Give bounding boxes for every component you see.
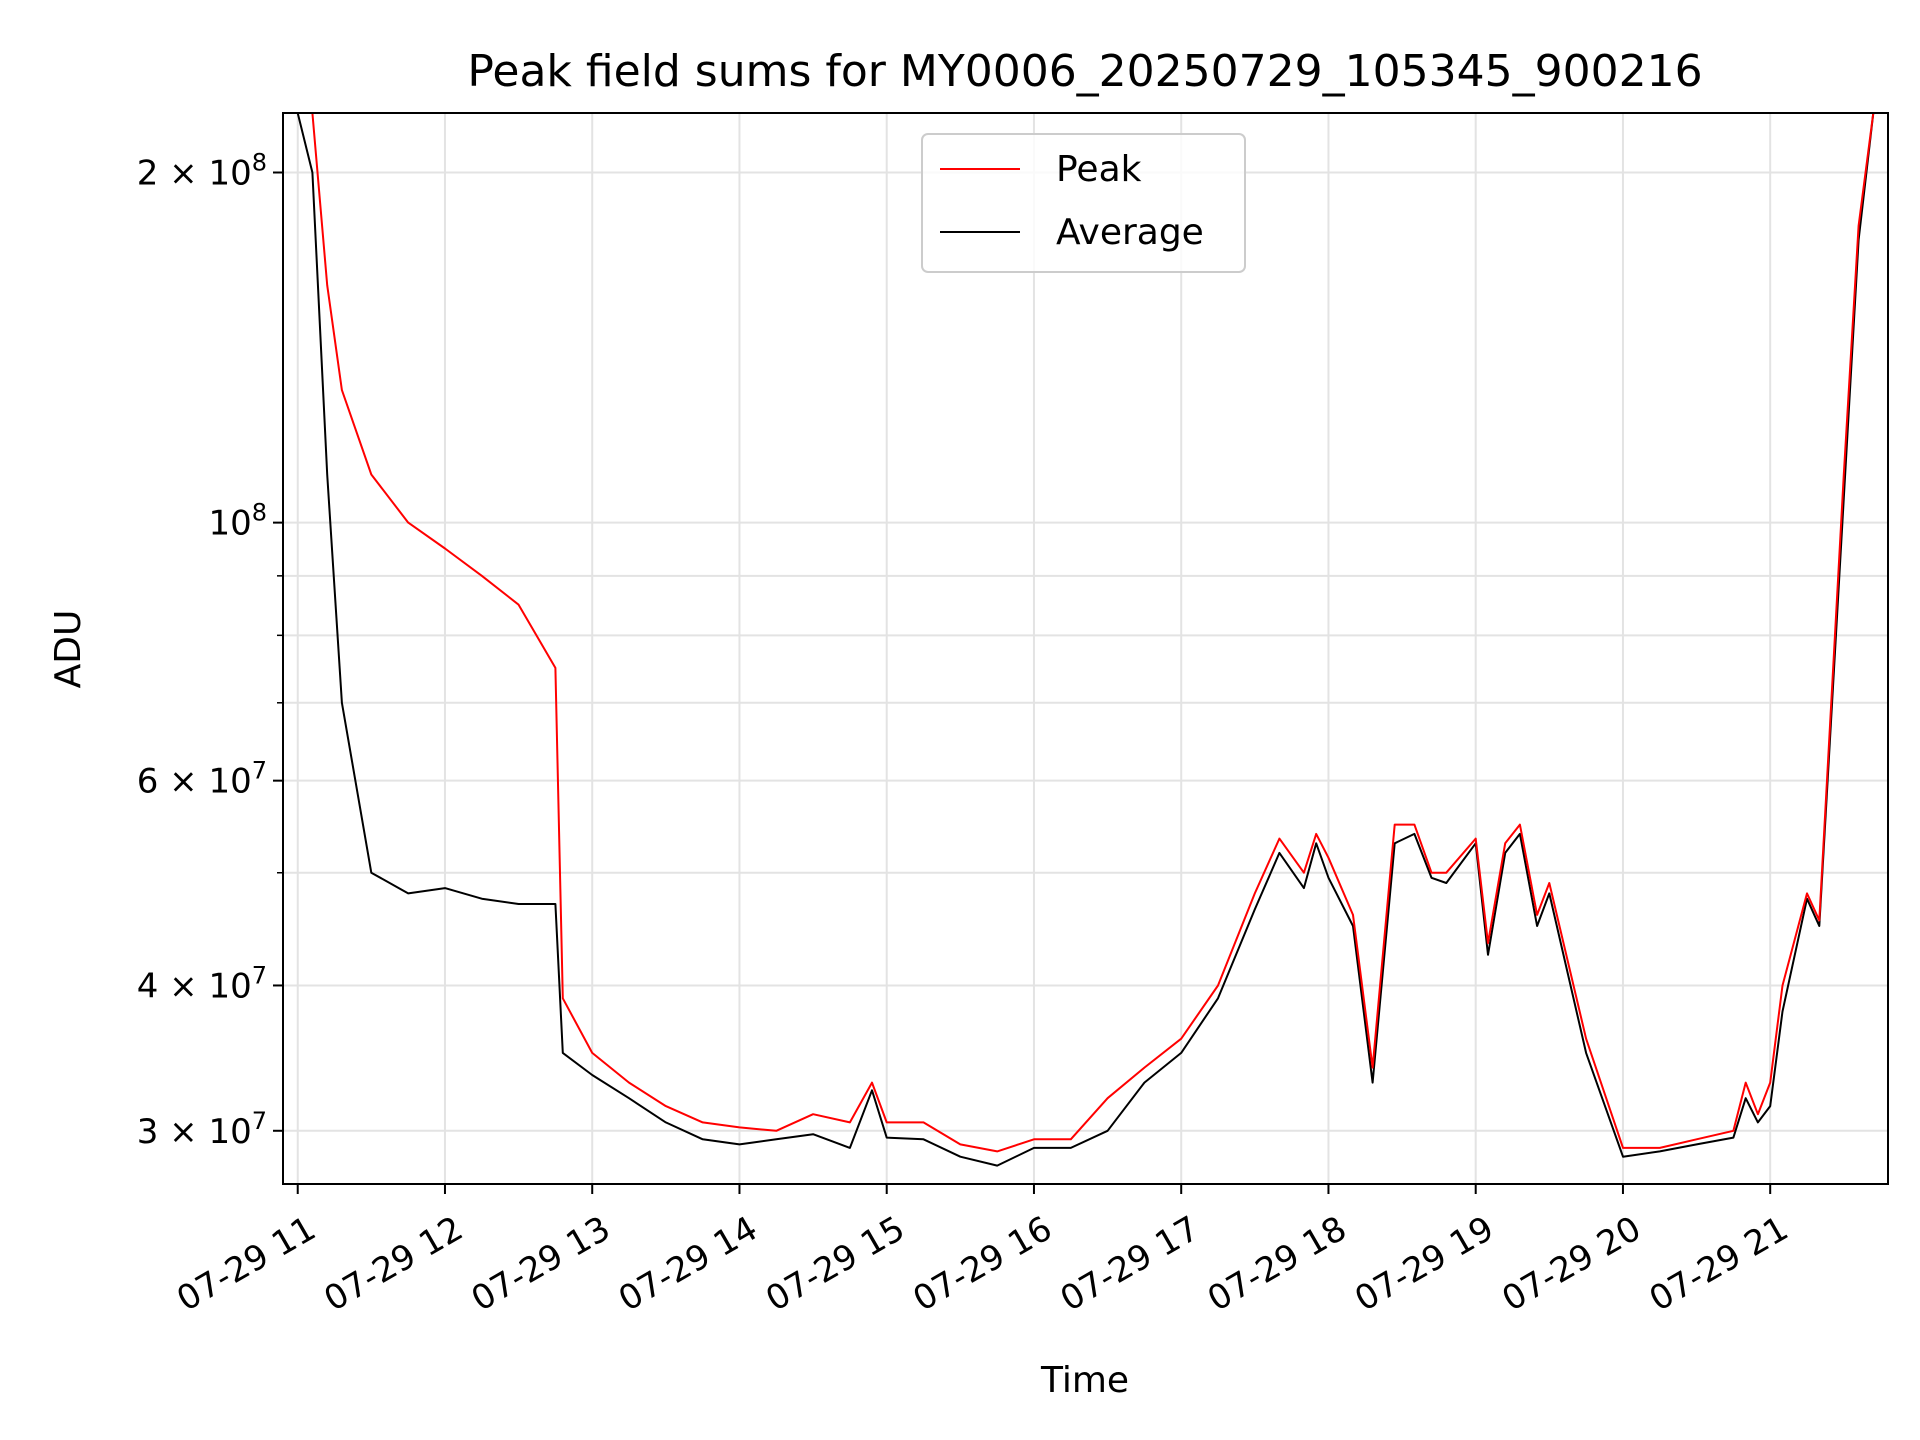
y-axis-label: ADU — [48, 610, 89, 689]
y-tick-label: 4 × 107 — [137, 961, 267, 1006]
y-axis: 3 × 107 4 × 107 6 × 107 108 2 × 108 — [137, 148, 283, 1152]
chart-title: Peak field sums for MY0006_20250729_1053… — [467, 46, 1702, 97]
x-axis-label: Time — [1040, 1360, 1129, 1401]
plot-frame — [282, 112, 1889, 1185]
y-tick-label: 3 × 107 — [137, 1107, 267, 1152]
y-tick-label: 108 — [208, 499, 267, 544]
legend: Peak Average — [921, 133, 1246, 273]
grid — [283, 113, 1888, 1184]
legend-label-average: Average — [1056, 212, 1204, 253]
y-tick-label: 2 × 108 — [137, 148, 267, 193]
legend-label-peak: Peak — [1056, 149, 1142, 190]
series-line-peak — [283, 113, 1875, 1153]
y-tick-label: 6 × 107 — [137, 757, 267, 802]
series-line-average — [283, 113, 1875, 1167]
series-layer — [283, 113, 1875, 1167]
